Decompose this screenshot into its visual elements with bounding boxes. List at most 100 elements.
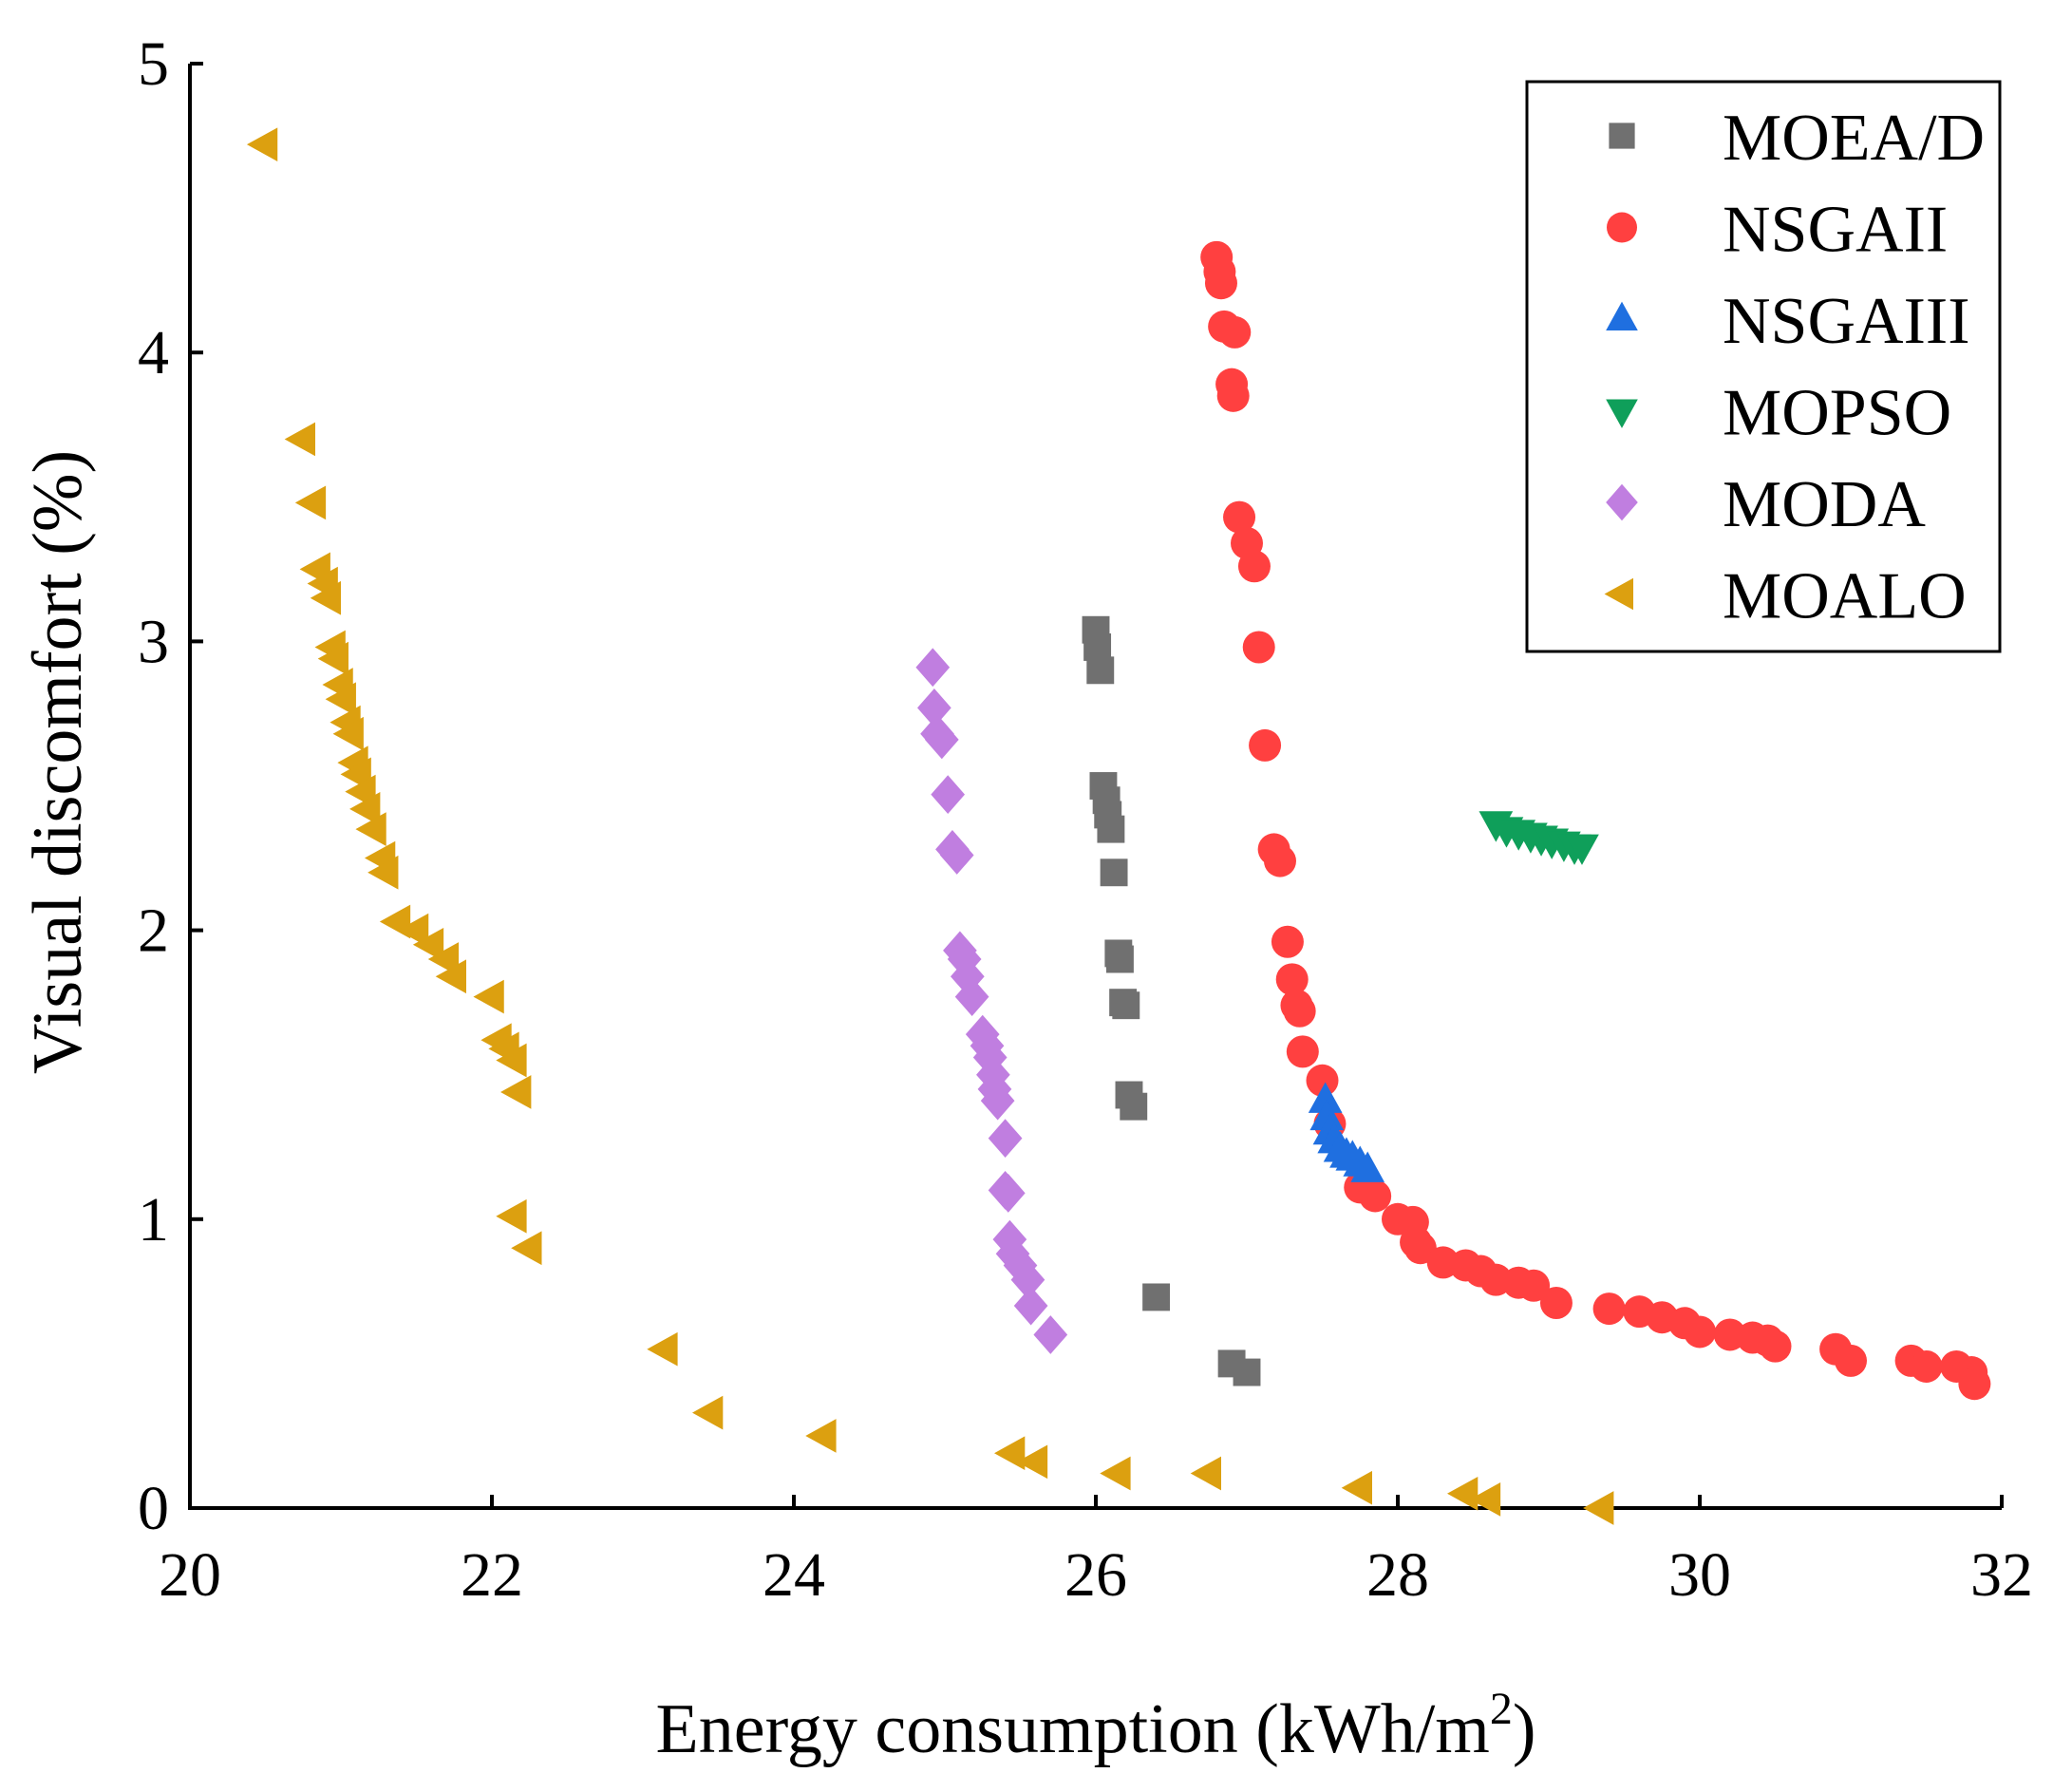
legend-entry: MODA (1606, 468, 1926, 541)
data-point (1286, 1035, 1319, 1068)
legend-label: NSGAIII (1723, 285, 1970, 358)
data-point (988, 1119, 1023, 1159)
data-point (1359, 1179, 1392, 1213)
data-points (246, 127, 1991, 1525)
data-point (1086, 656, 1115, 685)
data-point (1306, 1064, 1339, 1097)
data-point (500, 1075, 532, 1109)
data-point (1583, 1491, 1614, 1525)
legend-label: NSGAII (1723, 194, 1948, 267)
x-axis-label: Energy consumption (kWh/m2) (656, 1684, 1536, 1768)
data-point (1275, 963, 1309, 996)
legend-marker (1604, 577, 1633, 611)
data-point (1249, 728, 1282, 762)
data-point (1835, 1344, 1867, 1377)
data-point (1216, 379, 1250, 412)
x-axis-label-superscript: 2 (1490, 1684, 1513, 1734)
data-point (1565, 834, 1599, 865)
y-axis-label: Visual discomfort (%) (19, 450, 97, 1074)
legend-entry: MOALO (1604, 560, 1967, 633)
data-point (397, 913, 429, 948)
data-point (1120, 1092, 1148, 1121)
data-point (917, 688, 951, 727)
x-tick-label: 26 (1064, 1540, 1127, 1610)
data-point (915, 648, 951, 688)
data-point (284, 422, 315, 457)
data-point (1013, 1286, 1048, 1326)
x-tick-label: 32 (1970, 1540, 2033, 1610)
legend-entry: MOPSO (1606, 377, 1951, 450)
legend-label: MOEA/D (1723, 102, 1985, 175)
y-tick-label: 0 (138, 1474, 169, 1543)
data-point (1469, 1482, 1501, 1517)
data-point (1016, 1444, 1048, 1480)
data-point (367, 855, 399, 890)
data-point (1309, 1099, 1345, 1131)
data-point (496, 1198, 527, 1234)
x-tick-label: 30 (1668, 1540, 1731, 1610)
data-point (1910, 1349, 1943, 1383)
data-point (1684, 1315, 1716, 1349)
legend-marker (1606, 301, 1638, 330)
legend-marker (1609, 123, 1635, 149)
data-point (496, 1043, 527, 1078)
data-point (1223, 500, 1256, 534)
data-point (1958, 1368, 1991, 1401)
x-axis-label-main: Energy consumption (kWh/m (656, 1690, 1490, 1768)
legend-entry: NSGAII (1607, 194, 1948, 267)
data-point (1237, 550, 1271, 583)
data-point (980, 1081, 1015, 1121)
data-point (317, 641, 348, 676)
data-point (246, 127, 278, 162)
data-point (1263, 844, 1296, 877)
x-tick-label: 20 (159, 1540, 221, 1610)
data-point (1283, 994, 1316, 1028)
y-tick-label: 4 (138, 318, 169, 387)
legend-label: MOPSO (1723, 377, 1951, 450)
legend-entry: NSGAIII (1606, 285, 1970, 358)
data-point (1271, 925, 1304, 958)
data-point (692, 1395, 724, 1430)
x-tick-label: 28 (1366, 1540, 1429, 1610)
data-point (427, 942, 460, 976)
data-point (1083, 633, 1112, 661)
x-tick-label: 24 (763, 1540, 825, 1610)
data-point (954, 977, 989, 1016)
data-point (1759, 1330, 1792, 1363)
axis-labels: Energy consumption (kWh/m2) Visual disco… (19, 450, 1535, 1768)
series-moea-d (1082, 615, 1261, 1386)
data-point (332, 716, 364, 751)
legend-entry: MOEA/D (1609, 102, 1985, 175)
data-point (1517, 1269, 1551, 1302)
data-point (924, 720, 959, 760)
data-point (1447, 1476, 1479, 1511)
data-point (939, 836, 974, 875)
y-tick-label: 1 (138, 1185, 169, 1254)
legend-marker (1606, 483, 1638, 521)
series-moalo (246, 127, 1614, 1525)
legend-label: MOALO (1723, 560, 1967, 633)
data-point (1308, 1082, 1343, 1113)
legend-label: MODA (1723, 468, 1926, 541)
data-point (1142, 1283, 1171, 1311)
data-point (1350, 1151, 1385, 1182)
data-point (473, 979, 504, 1014)
data-point (349, 791, 381, 826)
data-point (1233, 1358, 1261, 1386)
data-point (990, 1174, 1026, 1213)
legend-marker (1607, 212, 1637, 243)
data-point (412, 927, 444, 962)
data-point (1190, 1456, 1221, 1491)
data-point (1010, 1260, 1045, 1300)
legend: MOEA/D NSGAII NSGAIII MOPSO MODA MOALO (1525, 80, 2002, 653)
data-point (1112, 991, 1140, 1020)
data-point (1003, 1246, 1038, 1285)
series-mopso (1479, 811, 1599, 865)
data-point (1592, 1292, 1626, 1326)
data-point (1539, 1287, 1573, 1320)
series-nsgaiii (1308, 1082, 1385, 1182)
legend-box (1525, 80, 2002, 653)
data-point (310, 580, 342, 615)
